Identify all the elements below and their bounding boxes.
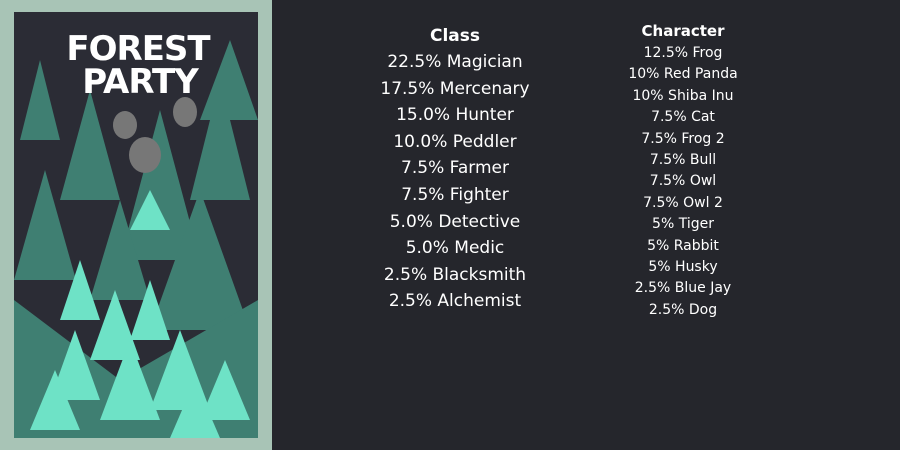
- card-title: PARTY: [82, 62, 199, 102]
- character-entry: 5% Husky: [648, 259, 718, 275]
- class-heading: Class: [429, 26, 480, 46]
- class-entry: 5.0% Detective: [389, 211, 521, 232]
- class-entry: 17.5% Mercenary: [380, 78, 530, 99]
- character-entry: 7.5% Cat: [651, 109, 715, 126]
- class-entry: 5.0% Medic: [405, 238, 505, 259]
- character-entry: 12.5% Frog: [643, 45, 723, 61]
- class-entry: 15.0% Hunter: [396, 105, 514, 126]
- character-entry: 10% Red Panda: [628, 66, 738, 83]
- card-title: FOREST: [66, 29, 211, 69]
- class-entry: 7.5% Fighter: [401, 185, 509, 205]
- character-entry: 5% Tiger: [652, 216, 714, 233]
- class-entry: 10.0% Peddler: [393, 131, 517, 152]
- character-entry: 2.5% Dog: [648, 301, 718, 318]
- light-trees: [30, 190, 250, 438]
- character-entry: 5% Rabbit: [647, 237, 719, 254]
- character-entry: 7.5% Owl: [649, 173, 717, 190]
- rocks: [113, 97, 197, 173]
- class-entry: 2.5% Alchemist: [388, 291, 522, 312]
- character-entry: 10% Shiba Inu: [632, 87, 734, 104]
- character-entry: 2.5% Blue Jay: [634, 280, 732, 297]
- character-heading: Character: [641, 22, 725, 40]
- class-entry: 7.5% Farmer: [401, 158, 509, 179]
- game-card: FOREST PARTY: [0, 0, 272, 450]
- class-entry: 2.5% Blacksmith: [383, 264, 527, 285]
- character-entry: 7.5% Owl 2: [643, 194, 723, 211]
- character-entry: 7.5% Frog 2: [641, 130, 725, 147]
- character-entry: 7.5% Bull: [649, 152, 717, 168]
- class-entry: 22.5% Magician: [387, 52, 523, 72]
